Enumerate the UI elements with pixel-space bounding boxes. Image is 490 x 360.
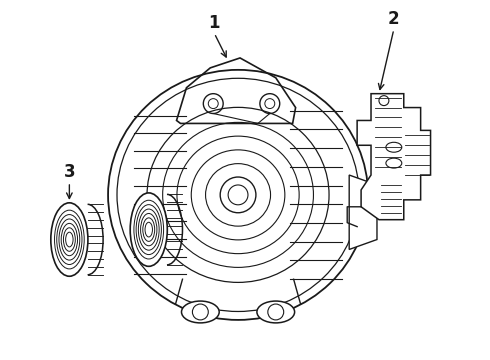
Polygon shape: [349, 175, 377, 249]
Ellipse shape: [130, 193, 167, 266]
Ellipse shape: [51, 203, 88, 276]
Text: 3: 3: [64, 163, 75, 181]
Polygon shape: [357, 94, 431, 220]
Ellipse shape: [257, 301, 294, 323]
Text: 1: 1: [208, 14, 220, 32]
Ellipse shape: [181, 301, 219, 323]
Circle shape: [220, 177, 256, 213]
Text: 2: 2: [388, 10, 400, 28]
